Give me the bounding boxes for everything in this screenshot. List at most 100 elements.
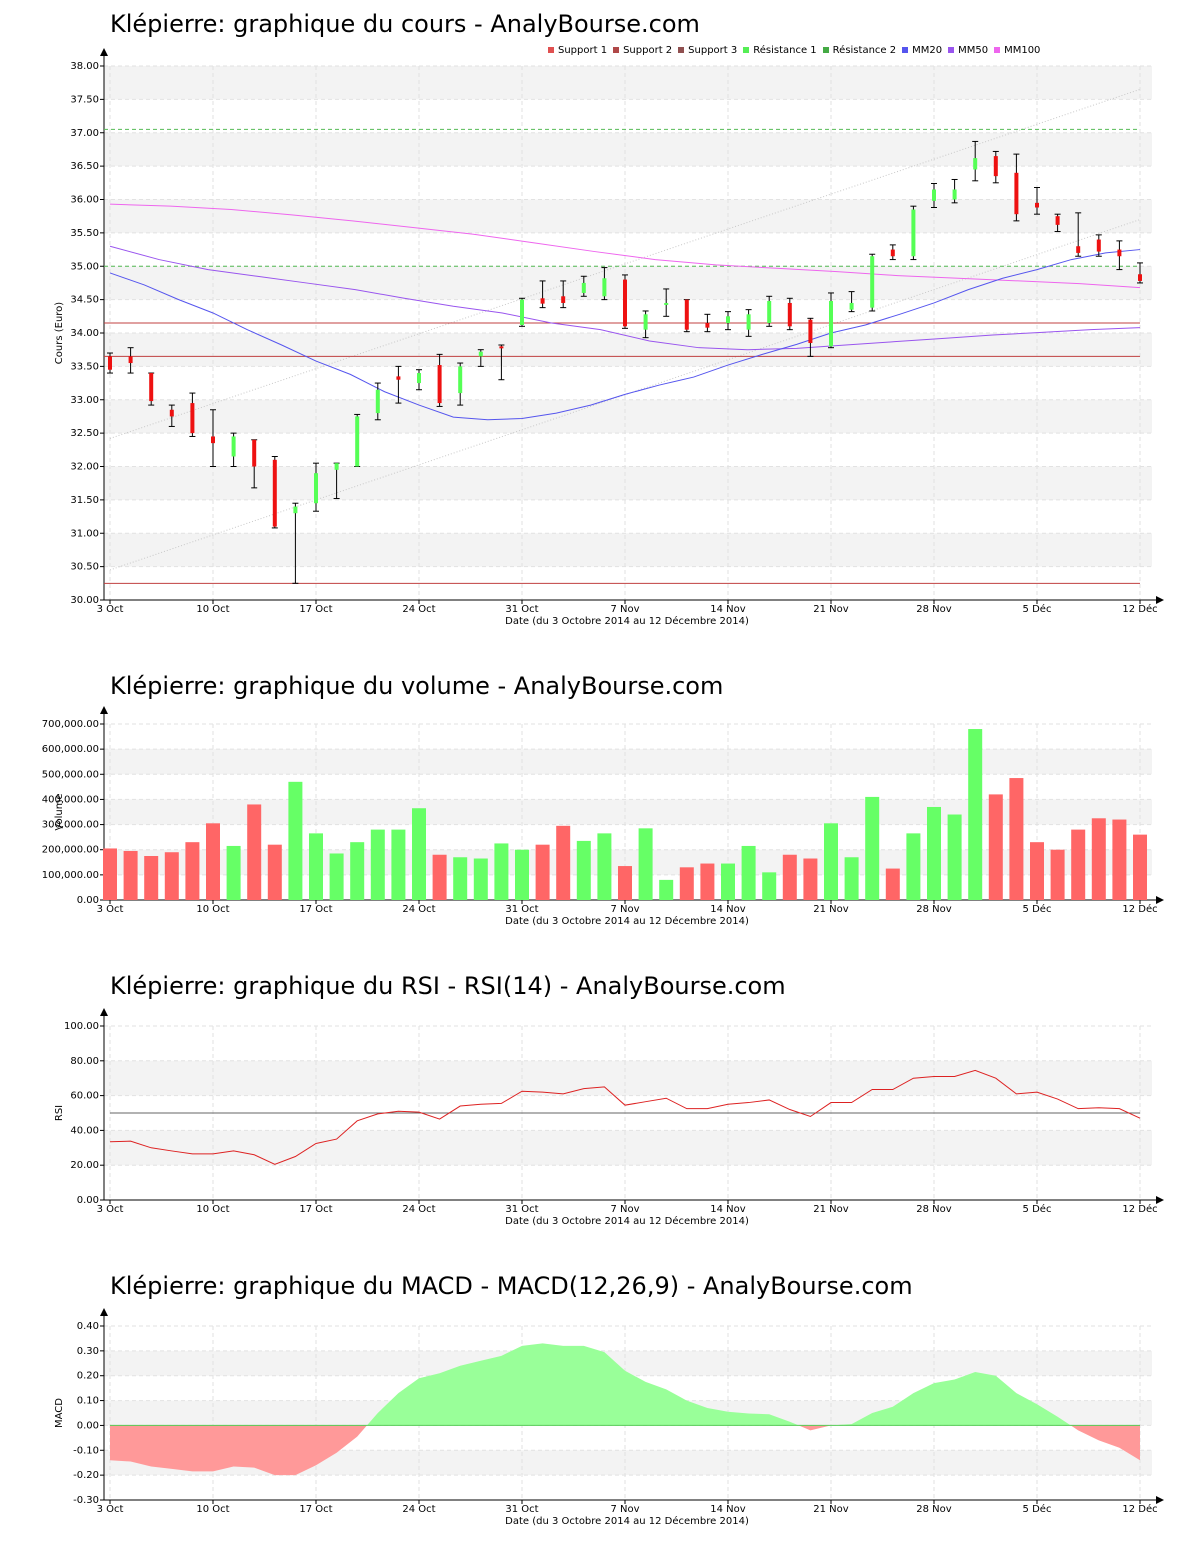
candle-body — [829, 300, 833, 347]
candle — [786, 297, 793, 331]
volume-bar — [782, 854, 797, 900]
candle — [1095, 234, 1102, 257]
grid-band — [104, 399, 1152, 434]
y-tick-label: 35.50 — [70, 228, 99, 239]
x-tick-label: 14 Nov — [710, 1504, 746, 1515]
x-tick-label: 24 Oct — [402, 904, 435, 915]
legend-label: Support 1 — [558, 45, 608, 56]
y-tick-label: -0.30 — [73, 1495, 99, 1506]
volume-bar — [885, 868, 900, 900]
x-tick-label: 24 Oct — [402, 1504, 435, 1515]
grid-band — [104, 1060, 1152, 1096]
candle — [251, 439, 258, 489]
candle — [725, 311, 731, 331]
x-tick-label: 12 Déc — [1122, 1203, 1157, 1215]
y-tick-label: -0.10 — [73, 1445, 99, 1456]
candle-body — [231, 436, 236, 457]
candle — [1075, 212, 1082, 257]
y-axis-arrow — [100, 1308, 108, 1316]
volume-bar — [947, 814, 962, 900]
volume-bar — [762, 872, 777, 900]
y-axis-label: Cours (Euro) — [54, 302, 65, 365]
x-tick-label: 5 Déc — [1023, 603, 1052, 615]
volume-bar — [103, 848, 117, 900]
y-tick-label: 33.00 — [70, 395, 99, 406]
y-axis-label: RSI — [54, 1105, 65, 1121]
candle-body — [952, 189, 957, 200]
volume-bar — [432, 854, 447, 900]
candle-body — [169, 409, 174, 417]
candle — [148, 372, 155, 406]
candle-body — [108, 356, 112, 370]
x-axis-arrow — [1156, 896, 1164, 904]
candle — [1034, 186, 1040, 215]
candle-body — [252, 439, 257, 467]
candle — [374, 382, 381, 421]
candle — [642, 310, 649, 339]
candle-body — [623, 279, 627, 327]
candle — [1013, 153, 1020, 222]
x-axis-label: Date (du 3 Octobre 2014 au 12 Décembre 2… — [505, 615, 749, 627]
volume-chart-title: Klépierre: graphique du volume - AnalyBo… — [110, 672, 724, 700]
x-tick-label: 28 Nov — [916, 1204, 952, 1215]
legend-item: Résistance 1 — [743, 45, 817, 56]
legend-item: MM50 — [948, 45, 988, 56]
legend-item: Support 1 — [548, 45, 607, 56]
candle-body — [808, 319, 813, 344]
candle — [127, 347, 134, 374]
y-tick-label: 0.40 — [77, 1321, 99, 1332]
candle-body — [849, 302, 854, 310]
candle — [168, 404, 175, 427]
x-tick-label: 21 Nov — [813, 904, 849, 915]
x-tick-label: 10 Oct — [196, 604, 229, 615]
candle — [704, 313, 711, 333]
candle-body — [1014, 172, 1019, 215]
candle — [313, 462, 319, 512]
volume-bar — [1133, 834, 1147, 900]
mm50-line — [109, 245, 1141, 351]
grid-band — [104, 533, 1152, 567]
candle-body — [581, 282, 586, 293]
volume-bar — [494, 843, 509, 900]
channel-upper-line — [109, 88, 1141, 439]
x-tick-label: 17 Oct — [299, 1204, 332, 1215]
grid-band — [104, 466, 1152, 500]
candle-body — [993, 156, 998, 177]
y-tick-label: 33.50 — [70, 361, 99, 372]
x-tick-label: 7 Nov — [610, 1204, 639, 1215]
candle — [683, 299, 690, 333]
volume-bar — [1050, 849, 1065, 900]
y-tick-label: 35.00 — [70, 261, 99, 272]
volume-bar — [1071, 829, 1086, 900]
candle — [210, 409, 216, 467]
candle — [663, 288, 670, 317]
candle — [931, 182, 937, 209]
candle — [498, 344, 505, 381]
y-tick-label: 34.00 — [70, 328, 99, 339]
volume-bar — [968, 729, 983, 900]
candle — [230, 432, 237, 467]
candle-body — [334, 463, 339, 470]
legend-label: Support 2 — [623, 45, 673, 56]
rsi-chart: 0.00 20.00 40.00 60.00 80.00 100.00 3 Oct 10 Oc… — [54, 1008, 1164, 1227]
y-tick-label: 31.50 — [70, 495, 99, 506]
candle-body — [643, 314, 648, 330]
volume-bar — [123, 850, 138, 900]
candle-body — [149, 373, 154, 402]
y-tick-label: 0.00 — [77, 1195, 99, 1206]
candle — [972, 140, 979, 182]
volume-bar — [350, 842, 365, 900]
y-tick-label: 36.50 — [70, 161, 99, 172]
y-tick-label: 500,000.00 — [42, 769, 99, 780]
legend-item: Support 3 — [678, 45, 737, 56]
candle-body — [684, 299, 689, 330]
y-axis-label: MACD — [54, 1398, 65, 1428]
x-tick-label: 21 Nov — [813, 604, 849, 615]
candle — [477, 349, 484, 367]
x-tick-label: 31 Oct — [505, 1204, 538, 1215]
x-tick-label: 24 Oct — [402, 604, 435, 615]
volume-bar — [309, 833, 323, 900]
x-tick-label: 28 Nov — [916, 604, 952, 615]
candle-body — [973, 158, 978, 170]
candle-body — [911, 209, 916, 257]
